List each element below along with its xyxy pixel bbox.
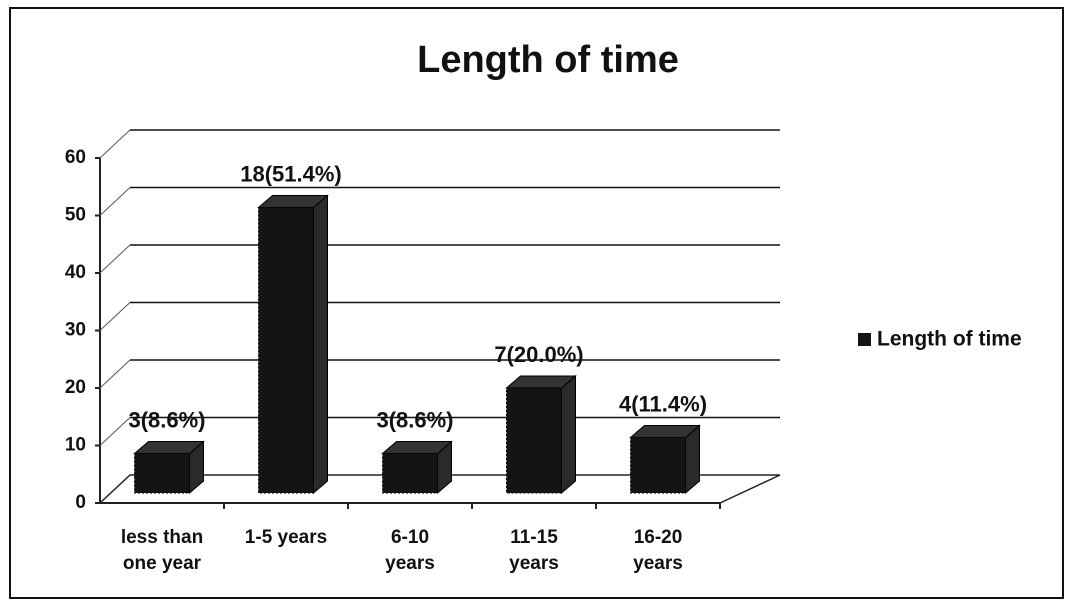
bar [381, 440, 453, 495]
legend-swatch [858, 333, 871, 346]
bar-face [561, 374, 576, 495]
data-label: 18(51.4%) [240, 161, 342, 186]
y-tick-label: 30 [65, 320, 86, 341]
y-tick-label: 0 [75, 492, 86, 513]
bar-face [382, 453, 438, 494]
y-tick-label: 40 [65, 262, 86, 283]
bar [133, 440, 205, 495]
data-label: 4(11.4%) [619, 391, 707, 416]
bar-face [313, 194, 328, 495]
bar-face [506, 387, 562, 494]
bar [629, 424, 701, 495]
bar-face [630, 436, 686, 494]
data-label: 3(8.6%) [128, 407, 205, 432]
y-tick-label: 10 [65, 435, 86, 456]
chart-border [9, 7, 1064, 599]
grid-side [99, 187, 131, 216]
bar-face [134, 453, 190, 494]
x-tick-label: 11-15 years [509, 527, 559, 574]
bar-face [258, 206, 314, 494]
x-tick-label: 1-5 years [244, 527, 328, 548]
y-tick-label: 20 [65, 377, 86, 398]
grid-side [99, 359, 131, 389]
grid-side [99, 417, 131, 446]
y-tick-label: 60 [65, 147, 86, 168]
grid-side [99, 302, 131, 331]
y-tick-label: 50 [65, 205, 86, 226]
chart-title: Length of time [417, 39, 679, 81]
x-tick-label: 6-10 years [385, 527, 435, 574]
data-label: 3(8.6%) [376, 407, 453, 432]
grid-side [99, 129, 131, 159]
bar [257, 194, 329, 495]
bar [505, 374, 577, 495]
x-tick-label: less than one year [120, 527, 204, 574]
legend-label: Length of time [877, 328, 1022, 351]
x-tick-label: 16-20 years [633, 527, 683, 574]
data-label: 7(20.0%) [494, 342, 583, 367]
grid-side [99, 244, 131, 274]
